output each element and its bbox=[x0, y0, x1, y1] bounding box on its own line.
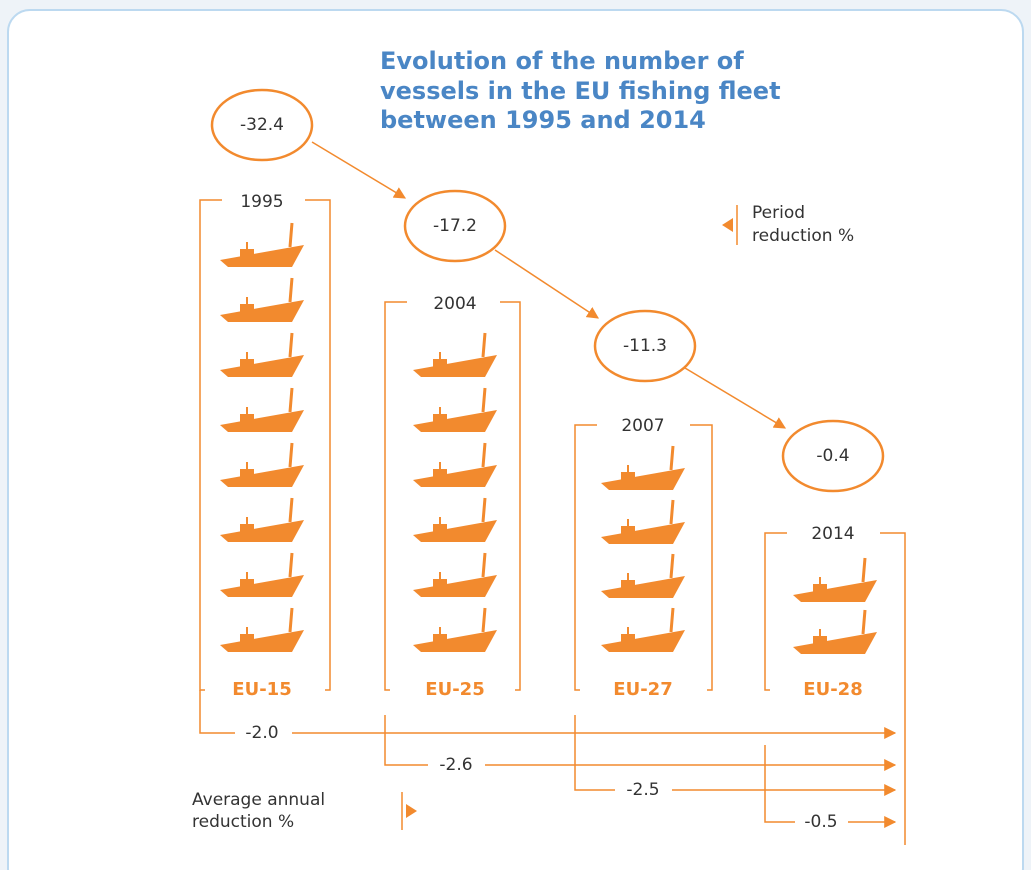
arrow bbox=[311, 141, 407, 199]
year: 2004 bbox=[433, 294, 476, 314]
circle bbox=[593, 309, 697, 383]
legend-annual: Average annual bbox=[192, 790, 325, 810]
column-label: EU-15 bbox=[232, 679, 291, 700]
annual-line bbox=[764, 745, 895, 822]
legend-annual: reduction % bbox=[192, 812, 294, 832]
annual-reduction: -0.5 bbox=[804, 812, 837, 832]
bracket bbox=[384, 301, 521, 691]
annual-line bbox=[574, 715, 895, 790]
year: 2014 bbox=[811, 524, 854, 544]
legend-mark bbox=[722, 218, 733, 232]
period-reduction: -0.4 bbox=[816, 446, 849, 466]
title: vessels in the EU fishing fleet bbox=[380, 77, 781, 105]
card bbox=[7, 9, 1024, 870]
year: 2007 bbox=[621, 416, 664, 436]
arrow bbox=[684, 367, 787, 429]
column-label: EU-28 bbox=[803, 679, 862, 700]
year: 1995 bbox=[240, 192, 283, 212]
circle bbox=[210, 88, 314, 162]
legend-period: reduction % bbox=[752, 226, 854, 246]
period-reduction: -17.2 bbox=[433, 216, 477, 236]
circle bbox=[781, 419, 885, 493]
title: between 1995 and 2014 bbox=[380, 106, 706, 134]
circle bbox=[403, 189, 507, 263]
legend-period: Period bbox=[752, 203, 805, 223]
bracket bbox=[574, 424, 713, 691]
arrow bbox=[494, 249, 600, 319]
annual-reduction: -2.5 bbox=[626, 780, 659, 800]
period-reduction: -11.3 bbox=[623, 336, 667, 356]
legend-mark bbox=[406, 804, 417, 818]
title: Evolution of the number of bbox=[380, 47, 744, 75]
column-label: EU-27 bbox=[613, 679, 672, 700]
bracket bbox=[199, 199, 331, 691]
annual-line bbox=[199, 690, 895, 733]
column-label: EU-25 bbox=[425, 679, 484, 700]
annual-reduction: -2.6 bbox=[439, 755, 472, 775]
period-reduction: -32.4 bbox=[240, 115, 284, 135]
annual-line bbox=[384, 715, 895, 765]
annual-reduction: -2.0 bbox=[245, 723, 278, 743]
